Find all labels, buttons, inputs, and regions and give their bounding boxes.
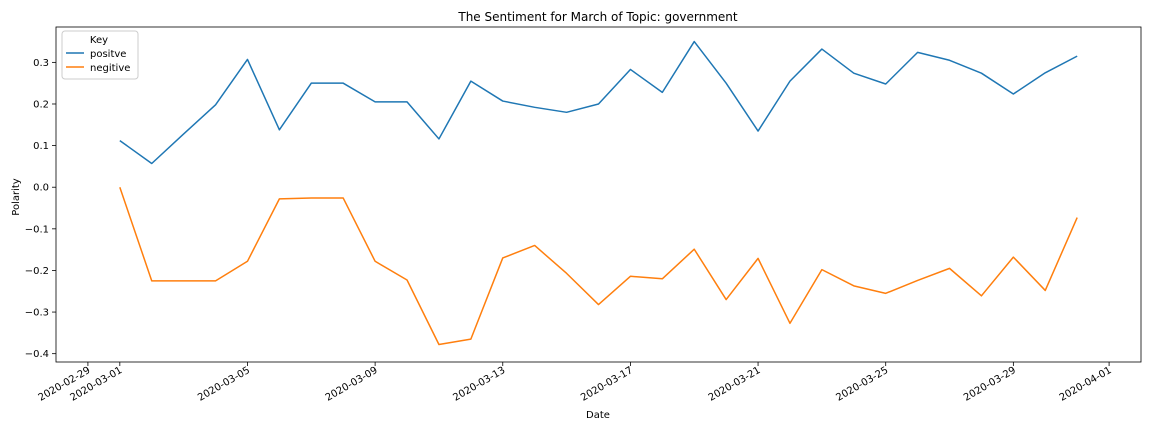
y-tick-label: 0.2 (33, 99, 49, 110)
x-tick-label: 2020-03-17 (579, 365, 635, 404)
x-tick-label: 2020-03-13 (451, 365, 507, 404)
x-tick-label: 2020-03-09 (324, 365, 380, 404)
y-tick-label: 0.0 (33, 183, 49, 194)
chart-title: The Sentiment for March of Topic: govern… (457, 10, 738, 24)
series-group (119, 40, 1078, 346)
y-tick-label: −0.4 (25, 349, 49, 360)
y-axis-label: Polarity (11, 178, 22, 216)
y-tick-label: −0.2 (25, 266, 49, 277)
plot-frame (55, 26, 1142, 363)
x-tick-label: 2020-04-01 (1058, 365, 1114, 404)
y-tick-label: 0.1 (33, 141, 49, 152)
series-line-negitive (119, 186, 1078, 346)
legend-title: Key (90, 35, 108, 46)
x-axis-label: Date (586, 410, 610, 421)
y-tick-label: −0.3 (25, 308, 49, 319)
legend-label-negitive: negitive (90, 63, 130, 74)
x-tick-label: 2020-03-29 (962, 365, 1018, 404)
x-tick-label: 2020-03-21 (707, 365, 763, 404)
y-tick-label: −0.1 (25, 224, 49, 235)
y-axis: −0.4 −0.3 −0.2 −0.1 0.0 0.1 0.2 0.3 (25, 58, 56, 360)
series-line-positve (119, 40, 1078, 165)
x-tick-label: 2020-03-25 (834, 365, 890, 404)
y-tick-label: 0.3 (33, 58, 49, 69)
legend-label-positve: positve (90, 49, 126, 60)
plot-area (55, 26, 1142, 363)
x-tick-label: 2020-03-05 (196, 365, 252, 404)
legend: Key positve negitive (61, 30, 139, 80)
